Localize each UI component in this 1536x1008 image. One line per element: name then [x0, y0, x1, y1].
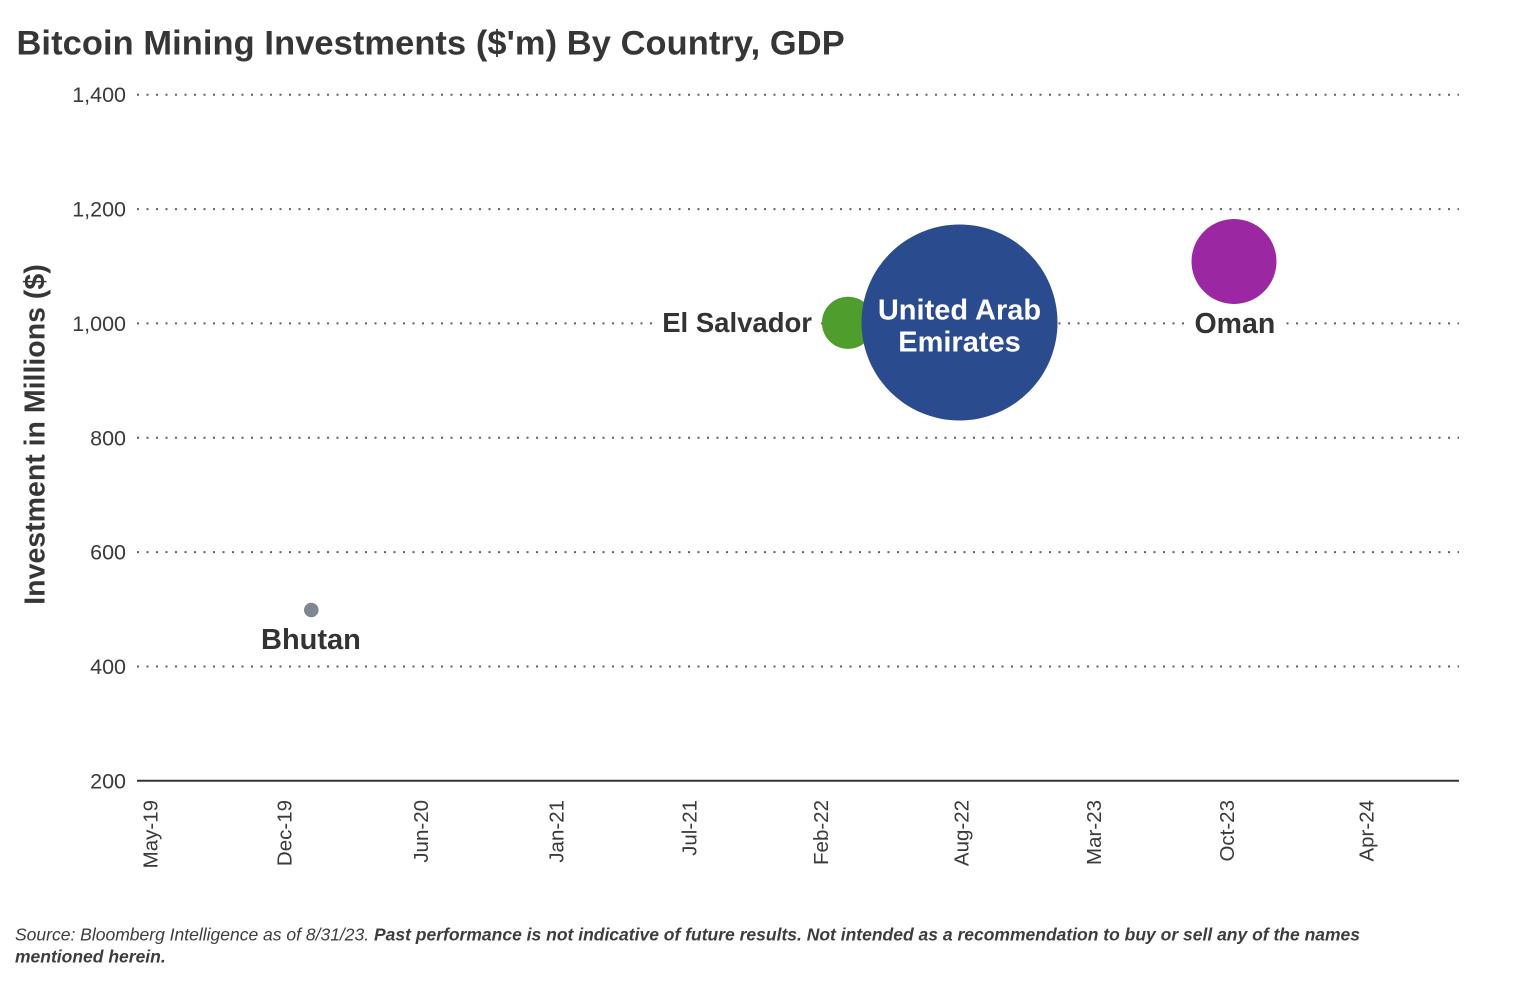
svg-text:400: 400 [90, 655, 126, 679]
svg-text:Apr-24: Apr-24 [1355, 800, 1378, 862]
svg-text:Dec-19: Dec-19 [273, 800, 296, 866]
svg-text:Jul-21: Jul-21 [679, 800, 702, 856]
svg-text:Emirates: Emirates [898, 326, 1021, 358]
svg-text:Source: Bloomberg Intelligence: Source: Bloomberg Intelligence as of 8/3… [15, 925, 1360, 945]
svg-text:Aug-22: Aug-22 [951, 800, 974, 866]
svg-text:600: 600 [90, 541, 126, 565]
svg-text:United Arab: United Arab [878, 295, 1041, 327]
svg-text:Bitcoin Mining Investments ($': Bitcoin Mining Investments ($'m) By Coun… [17, 24, 845, 62]
svg-text:1,000: 1,000 [72, 312, 126, 336]
svg-text:mentioned herein.: mentioned herein. [15, 947, 166, 967]
svg-text:1,200: 1,200 [72, 198, 126, 222]
svg-text:200: 200 [90, 769, 126, 793]
svg-text:800: 800 [90, 426, 126, 450]
svg-text:El Salvador: El Salvador [662, 307, 812, 338]
svg-text:Feb-22: Feb-22 [810, 800, 833, 865]
svg-text:May-19: May-19 [140, 800, 163, 868]
svg-text:Oct-23: Oct-23 [1216, 800, 1239, 862]
svg-text:1,400: 1,400 [72, 83, 126, 107]
svg-text:Oman: Oman [1195, 308, 1276, 340]
svg-text:Mar-23: Mar-23 [1083, 800, 1106, 865]
svg-text:Jun-20: Jun-20 [410, 800, 433, 863]
svg-text:Jan-21: Jan-21 [546, 800, 569, 863]
svg-text:Bhutan: Bhutan [261, 624, 361, 656]
svg-text:Investment in Millions ($): Investment in Millions ($) [19, 264, 51, 604]
